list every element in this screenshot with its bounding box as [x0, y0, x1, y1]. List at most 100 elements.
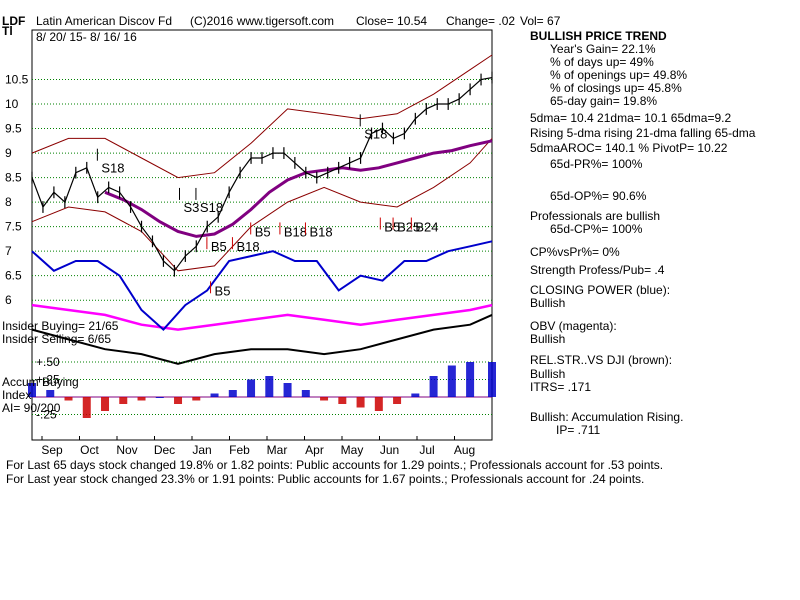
- aroc-line: 5dmaAROC= 140.1 % PivotP= 10.22: [530, 141, 728, 155]
- y-tick-label: 7: [5, 244, 12, 258]
- y-tick-label: 8: [5, 195, 12, 209]
- accum-bar: [101, 397, 110, 411]
- obv-line: [31, 303, 493, 331]
- signal-label: B24: [415, 220, 438, 235]
- years-gain: Year's Gain= 22.1%: [550, 42, 656, 56]
- x-tick-label: Feb: [229, 443, 250, 457]
- signal-label: S3: [184, 200, 200, 215]
- accum-bar: [356, 397, 365, 408]
- ai-label: AI= 90/200: [2, 401, 61, 415]
- pr-line: 65d-PR%= 100%: [550, 157, 643, 171]
- gain-65day: 65-day gain= 19.8%: [550, 94, 658, 108]
- accum-bar: [210, 393, 219, 397]
- x-tick-labels: Sep Oct Nov Dec Jan Feb Mar Apr May Jun Jul Aug: [41, 443, 475, 457]
- x-tick-label: Mar: [267, 443, 288, 457]
- accum-bar: [283, 383, 292, 397]
- index-label: Index: [2, 388, 32, 402]
- vol-value: Vol= 67: [520, 14, 561, 28]
- grid-lines: [31, 29, 493, 441]
- accum-bar: [119, 397, 128, 404]
- y-tick-label: 9: [5, 146, 12, 160]
- closing-power-value: Bullish: [530, 296, 566, 310]
- accum-tick-label: +.50: [36, 355, 60, 369]
- signal-label: B5: [211, 239, 227, 254]
- ip-line: IP= .711: [556, 423, 601, 437]
- y-tick-label: 7.5: [5, 220, 22, 234]
- pct-openings-up: % of openings up= 49.8%: [550, 68, 688, 82]
- accum-bar: [301, 390, 310, 397]
- accum-bar: [155, 397, 164, 398]
- accum-tick-label: -.25: [36, 408, 57, 422]
- x-tick-label: Oct: [80, 443, 99, 457]
- signal-label: B18: [284, 224, 307, 239]
- series-group: [31, 54, 493, 365]
- x-tick-label: Apr: [305, 443, 324, 457]
- plot-frame: [31, 29, 493, 441]
- close-value: Close= 10.54: [356, 14, 428, 28]
- fund-name: Latin American Discov Fd: [36, 14, 173, 28]
- ma65-line: [104, 139, 493, 238]
- cp65-line: 65d-CP%= 100%: [550, 222, 643, 236]
- signal-label: B18: [236, 239, 259, 254]
- dma-line: 5dma= 10.4 21dma= 10.1 65dma=9.2: [530, 111, 732, 125]
- closing-power-title: CLOSING POWER (blue):: [530, 283, 671, 297]
- accum-bar: [28, 383, 36, 397]
- y-tick-label: 8.5: [5, 171, 22, 185]
- y-tick-label: 9.5: [5, 122, 22, 136]
- accum-bar: [82, 397, 91, 418]
- signal-label: B5: [255, 224, 271, 239]
- relstr-value: Bullish: [530, 367, 566, 381]
- change-value: Change= .02: [446, 14, 516, 28]
- signal-label: B25: [397, 220, 420, 235]
- upper-band-line: [31, 54, 493, 179]
- accum-bar: [338, 397, 347, 404]
- itrs-line: ITRS= .171: [530, 380, 592, 394]
- signal-label: B5: [384, 220, 400, 235]
- accumulation-panel: +.50 +.25 -.25: [28, 355, 496, 422]
- x-tick-label: May: [341, 443, 364, 457]
- accum-bar: [488, 362, 496, 397]
- accum-bar: [466, 362, 475, 397]
- accum-bar: [411, 393, 420, 397]
- closing-power-line: [31, 240, 493, 332]
- accum-title: Bullish: Accumulation Rising.: [530, 410, 684, 424]
- signal-label: B18: [309, 224, 332, 239]
- pct-closings-up: % of closings up= 45.8%: [550, 81, 682, 95]
- lower-band-line: [31, 138, 493, 272]
- accum-bar: [429, 376, 438, 397]
- y-tick-label: 6: [5, 293, 12, 307]
- accum-bar: [174, 397, 183, 404]
- y-tick-label: 10: [5, 97, 19, 111]
- footer-line2: For Last year stock changed 23.3% or 1.9…: [6, 472, 645, 486]
- accum-bar: [447, 365, 456, 397]
- rising-line: Rising 5-dma rising 21-dma falling 65-dm…: [530, 126, 756, 140]
- x-tick-label: Sep: [41, 443, 63, 457]
- signal-label: S18: [101, 161, 124, 176]
- trend-title: BULLISH PRICE TREND: [530, 29, 667, 43]
- rel-strength-line: [31, 313, 493, 365]
- relstr-title: REL.STR..VS DJI (brown):: [530, 353, 673, 367]
- prof-line: Professionals are bullish: [530, 209, 661, 223]
- x-tick-label: Aug: [454, 443, 475, 457]
- strength-line: Strength Profess/Pub= .4: [530, 263, 665, 277]
- signal-label: S18: [364, 126, 387, 141]
- op-line: 65d-OP%= 90.6%: [550, 189, 647, 203]
- accum-bar: [137, 397, 146, 401]
- accum-bar: [46, 390, 55, 397]
- accum-index-label: Accum Buying: [2, 375, 79, 389]
- accum-tick-label: +.25: [36, 373, 60, 387]
- accum-bar: [228, 390, 237, 397]
- signal-label: S18: [200, 200, 223, 215]
- accum-bar: [247, 379, 256, 397]
- x-tick-label: Jun: [380, 443, 399, 457]
- accum-bar: [393, 397, 402, 404]
- obv-value: Bullish: [530, 332, 566, 346]
- accum-bar: [374, 397, 383, 411]
- y-tick-label: 10.5: [5, 73, 29, 87]
- accum-bar: [64, 397, 73, 401]
- x-tick-label: Jan: [192, 443, 211, 457]
- x-tick-label: Nov: [116, 443, 137, 457]
- y-tick-labels: 10.5 10 9.5 9 8.5 8 7.5 7 6.5 6: [5, 73, 29, 308]
